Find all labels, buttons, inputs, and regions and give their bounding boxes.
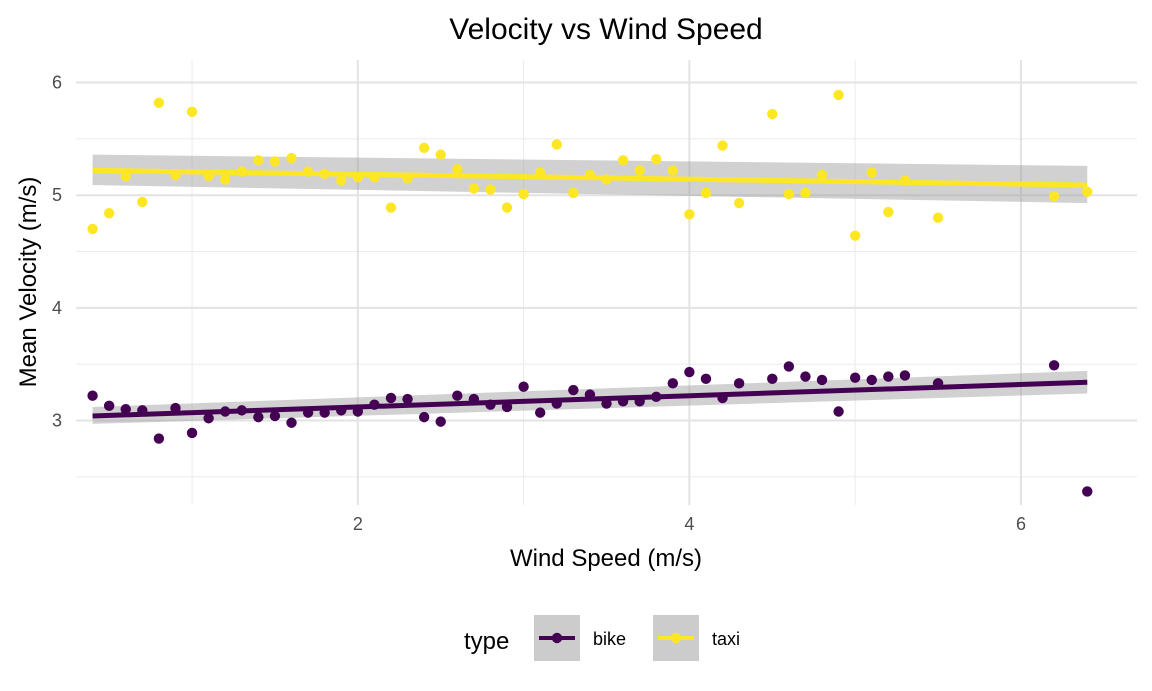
x-tick-label: 6 [1016, 514, 1026, 534]
point-bike [286, 417, 297, 428]
point-taxi [684, 209, 695, 220]
point-taxi [186, 106, 198, 118]
point-taxi [336, 175, 347, 186]
point-bike [103, 400, 115, 412]
legend-label-bike: bike [593, 629, 626, 649]
chart-title: Velocity vs Wind Speed [449, 13, 763, 46]
point-bike [883, 371, 894, 382]
point-taxi [1048, 191, 1060, 202]
point-taxi [120, 170, 131, 182]
point-taxi [286, 152, 297, 164]
fit-line-taxi [92, 167, 1088, 188]
point-taxi [468, 183, 480, 194]
y-tick-label: 5 [52, 185, 62, 205]
grid [76, 60, 1137, 505]
point-taxi [87, 223, 98, 235]
point-bike [767, 373, 778, 385]
legend: type bike taxi [464, 615, 740, 661]
point-bike [849, 372, 861, 383]
legend-point-bike [551, 632, 563, 644]
point-bike [733, 378, 745, 389]
point-bike [866, 374, 877, 386]
point-bike [452, 390, 463, 401]
point-bike [203, 413, 214, 424]
point-taxi [883, 206, 894, 218]
fit-line-bike [92, 379, 1088, 419]
point-taxi [385, 202, 397, 213]
point-taxi [700, 187, 712, 199]
point-taxi [220, 174, 231, 185]
x-axis-title: Wind Speed (m/s) [510, 545, 702, 572]
point-taxi [501, 202, 513, 213]
point-taxi [485, 184, 496, 195]
point-taxi [551, 139, 562, 150]
point-taxi [418, 142, 430, 154]
point-bike [186, 427, 198, 439]
legend-title: type [464, 628, 509, 655]
point-taxi [153, 97, 165, 109]
point-bike [253, 411, 264, 423]
point-bike [684, 366, 695, 378]
point-taxi [651, 153, 662, 165]
point-taxi [617, 155, 629, 166]
point-bike [87, 390, 98, 401]
point-bike [518, 381, 529, 392]
point-bike [800, 371, 811, 382]
point-bike [667, 378, 679, 389]
point-bike [1048, 360, 1060, 371]
point-bike [783, 361, 795, 372]
point-taxi [667, 165, 679, 176]
point-taxi [866, 167, 877, 178]
point-bike [418, 411, 430, 423]
point-taxi [767, 108, 778, 120]
point-bike [435, 416, 446, 427]
point-taxi [833, 89, 844, 101]
point-taxi [435, 149, 446, 160]
y-tick-label: 4 [52, 298, 62, 318]
point-taxi [253, 155, 264, 166]
point-bike [120, 404, 131, 415]
point-taxi [932, 212, 944, 223]
legend-point-taxi [670, 632, 682, 644]
point-bike [816, 374, 828, 386]
y-tick-label: 3 [52, 411, 62, 431]
x-tick-label: 4 [684, 514, 694, 534]
point-taxi [518, 188, 529, 200]
point-bike [153, 433, 165, 444]
point-bike [534, 407, 546, 418]
point-taxi [137, 196, 148, 208]
point-bike [568, 384, 579, 396]
point-taxi [733, 197, 745, 209]
point-taxi [269, 156, 281, 167]
point-bike [700, 373, 712, 385]
point-bike [833, 406, 844, 417]
y-axis-ticks: 3 4 5 6 [52, 73, 62, 431]
point-taxi [717, 140, 728, 151]
legend-label-taxi: taxi [712, 629, 740, 649]
point-bike [1082, 486, 1093, 497]
point-bike [385, 392, 397, 404]
point-taxi [849, 230, 861, 241]
fit-lines [92, 167, 1088, 419]
point-bike [269, 410, 281, 422]
point-bike [899, 370, 911, 381]
x-axis-ticks: 2 4 6 [353, 514, 1026, 534]
point-taxi [634, 165, 645, 176]
x-tick-label: 2 [353, 514, 363, 534]
y-tick-label: 6 [52, 73, 62, 93]
point-taxi [816, 169, 828, 181]
point-taxi [783, 188, 795, 200]
point-taxi [103, 208, 115, 219]
point-taxi [452, 164, 463, 175]
y-axis-title: Mean Velocity (m/s) [15, 177, 42, 388]
point-taxi [800, 187, 811, 199]
point-taxi [1082, 186, 1093, 198]
point-bike [402, 393, 413, 405]
data-points [87, 89, 1093, 497]
point-taxi [568, 187, 579, 199]
